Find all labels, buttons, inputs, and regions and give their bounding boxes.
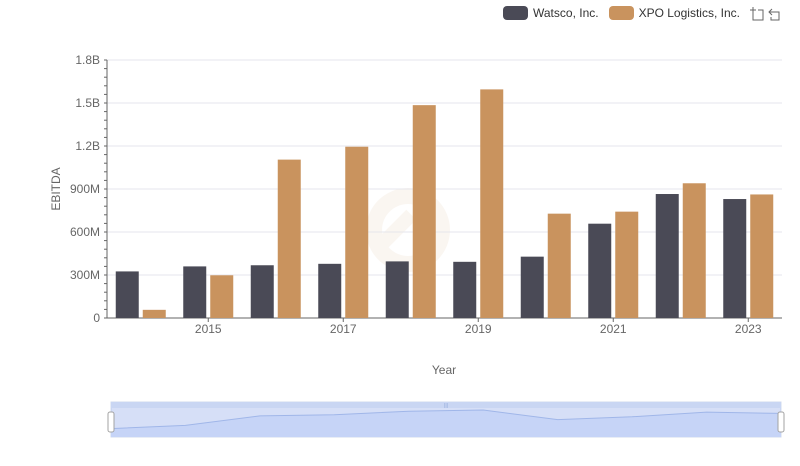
x-tick-label: 2015 <box>195 322 222 336</box>
y-tick-label: 1.2B <box>75 139 100 153</box>
bar-xpo-2018[interactable] <box>412 105 436 319</box>
slider-area <box>111 410 781 437</box>
bar-xpo-2023[interactable] <box>750 194 774 318</box>
slider-grip: ||| <box>444 403 448 409</box>
bars <box>115 89 774 319</box>
legend: Watsco, Inc. XPO Logistics, Inc. <box>503 4 750 22</box>
bar-xpo-2019[interactable] <box>480 89 504 318</box>
bar-xpo-2021[interactable] <box>615 211 639 318</box>
slider-top-bar[interactable] <box>111 402 781 408</box>
slider-handle-right[interactable] <box>777 411 785 433</box>
bar-watsco-2021[interactable] <box>588 223 612 318</box>
bar-watsco-2020[interactable] <box>520 256 544 318</box>
bar-xpo-2016[interactable] <box>277 159 301 318</box>
bar-watsco-2015[interactable] <box>183 266 207 318</box>
bar-watsco-2017[interactable] <box>318 263 342 318</box>
x-tick-label: 2023 <box>735 322 762 336</box>
bar-xpo-2014[interactable] <box>142 309 166 318</box>
legend-label-watsco: Watsco, Inc. <box>533 6 599 20</box>
bar-watsco-2022[interactable] <box>655 194 679 318</box>
x-axis-title: Year <box>432 363 456 377</box>
legend-swatch-xpo <box>608 6 634 20</box>
slider-handle-left[interactable] <box>107 411 115 433</box>
y-tick-label: 300M <box>70 268 100 282</box>
zoom-reset-button[interactable] <box>767 6 783 22</box>
toolbox <box>747 6 783 22</box>
y-tick-label: 600M <box>70 225 100 239</box>
data-zoom-slider[interactable]: ||| <box>107 401 785 438</box>
bar-xpo-2020[interactable] <box>547 213 571 318</box>
zoom-select-icon <box>750 7 764 21</box>
slider-line <box>110 409 782 430</box>
bar-watsco-2023[interactable] <box>723 199 747 318</box>
x-tick-label: 2019 <box>465 322 492 336</box>
y-tick-label: 900M <box>70 182 100 196</box>
y-axis-title: EBITDA <box>49 167 63 210</box>
x-tick-label: 2021 <box>600 322 627 336</box>
y-tick-label: 1.8B <box>75 53 100 67</box>
zoom-select-button[interactable] <box>749 6 765 22</box>
legend-swatch-watsco <box>503 6 528 20</box>
bar-watsco-2018[interactable] <box>385 261 409 318</box>
x-tick-label: 2017 <box>330 322 357 336</box>
watermark-logo <box>366 188 450 272</box>
y-tick-label: 1.5B <box>75 96 100 110</box>
legend-item-watsco[interactable]: Watsco, Inc. <box>503 6 599 20</box>
bar-xpo-2022[interactable] <box>682 183 706 318</box>
legend-label-xpo: XPO Logistics, Inc. <box>638 6 740 20</box>
bar-watsco-2019[interactable] <box>453 261 477 318</box>
zoom-reset-icon <box>768 8 780 21</box>
bar-xpo-2017[interactable] <box>345 146 369 318</box>
legend-item-xpo[interactable]: XPO Logistics, Inc. <box>608 6 740 20</box>
bar-watsco-2016[interactable] <box>250 265 274 318</box>
y-tick-label: 0 <box>93 311 100 325</box>
bar-xpo-2015[interactable] <box>210 275 234 318</box>
bar-watsco-2014[interactable] <box>115 271 139 318</box>
